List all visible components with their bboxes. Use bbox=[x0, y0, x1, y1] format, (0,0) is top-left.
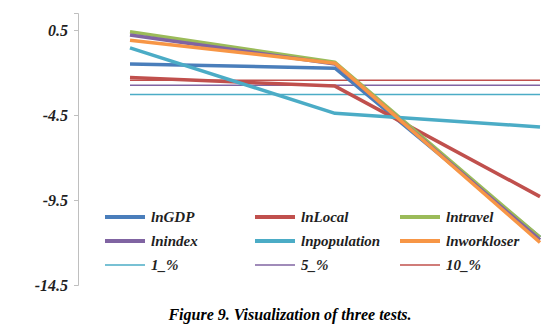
series-line bbox=[130, 94, 540, 96]
y-tick-mark bbox=[74, 30, 78, 31]
legend: lnGDP lnLocal lntravel lnindex lnpopulation l… bbox=[105, 209, 520, 273]
legend-label: 10_% bbox=[446, 257, 481, 273]
y-tick-mark bbox=[74, 115, 78, 116]
y-tick-mark bbox=[74, 285, 78, 286]
legend-swatch bbox=[400, 239, 440, 243]
legend-label: lnLocal bbox=[301, 209, 349, 225]
legend-label: 5_% bbox=[301, 257, 329, 273]
y-tick: -4.5 bbox=[43, 107, 78, 124]
legend-label: 1_% bbox=[151, 257, 179, 273]
legend-label: lnGDP bbox=[151, 209, 195, 225]
legend-label: lnindex bbox=[151, 233, 198, 249]
legend-swatch bbox=[400, 215, 440, 219]
legend-swatch bbox=[105, 264, 145, 266]
series-line bbox=[130, 35, 540, 240]
series-line bbox=[130, 48, 540, 127]
plot-area bbox=[130, 32, 540, 243]
series-line bbox=[130, 78, 540, 197]
y-tick-label: -9.5 bbox=[43, 192, 68, 209]
y-tick-label: -14.5 bbox=[35, 277, 68, 294]
legend-label: lntravel bbox=[446, 209, 494, 225]
legend-swatch bbox=[400, 264, 440, 266]
y-axis-line bbox=[74, 14, 79, 286]
y-tick: -14.5 bbox=[35, 277, 78, 294]
chart: 0.5 -4.5 -9.5 -14.5 lnGDP lnLocal lntravel lnin… bbox=[0, 0, 560, 329]
legend-label: lnworkloser bbox=[446, 233, 520, 249]
legend-label: lnpopulation bbox=[301, 233, 380, 249]
legend-swatch bbox=[255, 215, 295, 219]
series-line bbox=[130, 64, 540, 237]
y-tick-mark bbox=[74, 200, 78, 201]
series-line bbox=[130, 40, 540, 242]
legend-swatch bbox=[255, 239, 295, 243]
chart-title: Figure 9. Visualization of three tests. bbox=[167, 306, 411, 324]
y-tick: -9.5 bbox=[43, 192, 78, 209]
y-tick-label: 0.5 bbox=[48, 22, 68, 39]
y-tick: 0.5 bbox=[48, 22, 78, 39]
y-tick-label: -4.5 bbox=[43, 107, 68, 124]
y-axis: 0.5 -4.5 -9.5 -14.5 bbox=[35, 14, 79, 294]
legend-swatch bbox=[255, 264, 295, 266]
legend-swatch bbox=[105, 215, 145, 219]
legend-swatch bbox=[105, 239, 145, 243]
